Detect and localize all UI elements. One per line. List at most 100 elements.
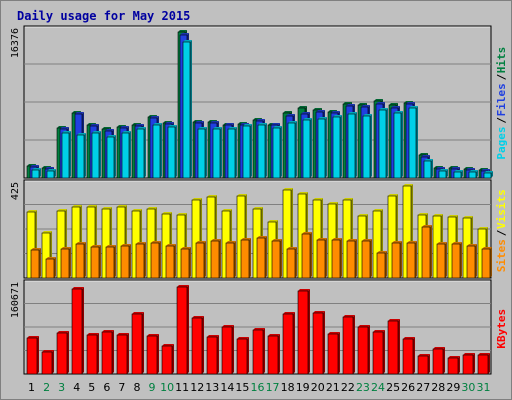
bar-pages-day-25 [393, 111, 403, 179]
bar-sites-day-12 [195, 241, 206, 279]
bar-sites-day-31 [481, 247, 492, 279]
day-label-7: 7 [118, 381, 125, 394]
bar-sites-day-6 [105, 245, 116, 279]
bar-kbytes-day-17 [267, 334, 280, 375]
bar-pages-day-1 [31, 168, 41, 179]
y-max-label: 160671 [10, 282, 21, 318]
legend-sites-visits: Sites /Visits [495, 189, 508, 272]
day-labels: 1 2 3 4 5 6 7 8 9 10 11 12 13 14 15 16 17 18 19 20 21 22 23 24 2… [28, 381, 490, 394]
bar-sites-day-15 [240, 238, 251, 279]
bar-sites-day-2 [45, 257, 56, 279]
bar-sites-day-24 [376, 251, 387, 279]
bar-sites-day-29 [451, 242, 462, 279]
bar-sites-day-17 [271, 239, 282, 279]
bar-kbytes-day-4 [71, 287, 84, 375]
bar-pages-day-8 [136, 127, 146, 179]
day-label-28: 28 [431, 381, 445, 394]
bar-sites-day-11 [180, 247, 191, 279]
bar-sites-day-20 [316, 238, 327, 279]
bar-kbytes-day-13 [206, 335, 219, 375]
bar-pages-day-26 [408, 106, 418, 179]
bar-pages-day-22 [347, 112, 357, 179]
day-label-21: 21 [326, 381, 340, 394]
bar-sites-day-9 [150, 241, 161, 279]
bar-pages-day-18 [287, 121, 297, 179]
bar-kbytes-day-20 [312, 311, 325, 375]
bar-sites-day-14 [225, 241, 236, 279]
legend-kbytes: KBytes [495, 309, 508, 349]
bar-pages-day-19 [302, 118, 312, 179]
bar-pages-day-15 [242, 124, 252, 179]
bar-kbytes-day-8 [131, 312, 144, 375]
bar-pages-day-21 [332, 115, 342, 179]
bar-kbytes-day-5 [86, 333, 99, 375]
bar-pages-day-27 [423, 159, 433, 179]
day-label-12: 12 [190, 381, 204, 394]
bar-sites-day-23 [361, 239, 372, 279]
bar-kbytes-day-14 [221, 325, 234, 375]
day-label-11: 11 [175, 381, 189, 394]
bar-sites-day-8 [135, 242, 146, 279]
legend-pages: Pages [495, 126, 508, 159]
day-label-25: 25 [386, 381, 400, 394]
bar-sites-day-7 [120, 244, 131, 279]
legend-separator: / [495, 229, 508, 236]
bar-kbytes-day-3 [56, 331, 69, 375]
bar-pages-day-5 [91, 131, 101, 179]
day-label-20: 20 [311, 381, 325, 394]
day-label-14: 14 [220, 381, 234, 394]
day-label-1: 1 [28, 381, 35, 394]
bar-pages-day-17 [272, 126, 282, 179]
bar-kbytes-day-28 [432, 347, 445, 375]
day-label-23: 23 [356, 381, 370, 394]
day-label-10: 10 [160, 381, 174, 394]
day-label-6: 6 [103, 381, 110, 394]
day-label-9: 9 [149, 381, 156, 394]
day-label-8: 8 [133, 381, 140, 394]
legend-files: Files [495, 83, 508, 116]
day-label-29: 29 [446, 381, 460, 394]
bar-pages-day-3 [61, 131, 71, 179]
bar-sites-day-1 [30, 248, 41, 279]
bar-pages-day-12 [197, 127, 207, 179]
legend-separator: / [495, 73, 508, 80]
bar-pages-day-20 [317, 117, 327, 179]
day-label-27: 27 [416, 381, 430, 394]
legend-visits: Visits [495, 189, 508, 229]
bar-pages-day-13 [212, 127, 222, 179]
bar-pages-day-14 [227, 127, 237, 179]
panel-sites-visits: 425 Sites /Visits [10, 179, 508, 279]
day-label-5: 5 [88, 381, 95, 394]
bar-pages-day-4 [76, 133, 86, 179]
day-label-24: 24 [371, 381, 385, 394]
bar-sites-day-28 [436, 242, 447, 279]
bar-pages-day-31 [483, 171, 493, 179]
bar-kbytes-day-22 [342, 315, 355, 375]
legend-kbytes: KBytes [495, 309, 508, 349]
bar-kbytes-day-19 [297, 289, 310, 375]
bar-kbytes-day-2 [41, 350, 54, 375]
bar-pages-day-7 [121, 131, 131, 179]
bar-pages-day-30 [468, 170, 478, 179]
bar-sites-day-30 [466, 244, 477, 279]
chart-panels: 16376Pages/Files/Hits425Sites/Visits1606… [10, 25, 508, 375]
bar-sites-day-10 [165, 244, 176, 279]
bar-kbytes-day-21 [327, 332, 340, 375]
bar-pages-day-2 [46, 169, 56, 179]
bar-kbytes-day-10 [161, 344, 174, 375]
bar-sites-day-22 [346, 239, 357, 279]
day-label-15: 15 [235, 381, 249, 394]
bar-kbytes-day-7 [116, 333, 129, 375]
bar-kbytes-day-26 [402, 337, 415, 375]
y-max-label: 16376 [10, 28, 21, 58]
bar-pages-day-29 [453, 170, 463, 179]
day-label-26: 26 [401, 381, 415, 394]
bar-kbytes-day-23 [357, 325, 370, 375]
bar-kbytes-day-12 [191, 316, 204, 375]
bar-kbytes-day-15 [236, 337, 249, 375]
bar-pages-day-28 [438, 169, 448, 179]
legend-hits: Hits [495, 47, 508, 74]
panel-kbytes: 160671 KBytes [10, 279, 508, 375]
day-label-3: 3 [58, 381, 65, 394]
